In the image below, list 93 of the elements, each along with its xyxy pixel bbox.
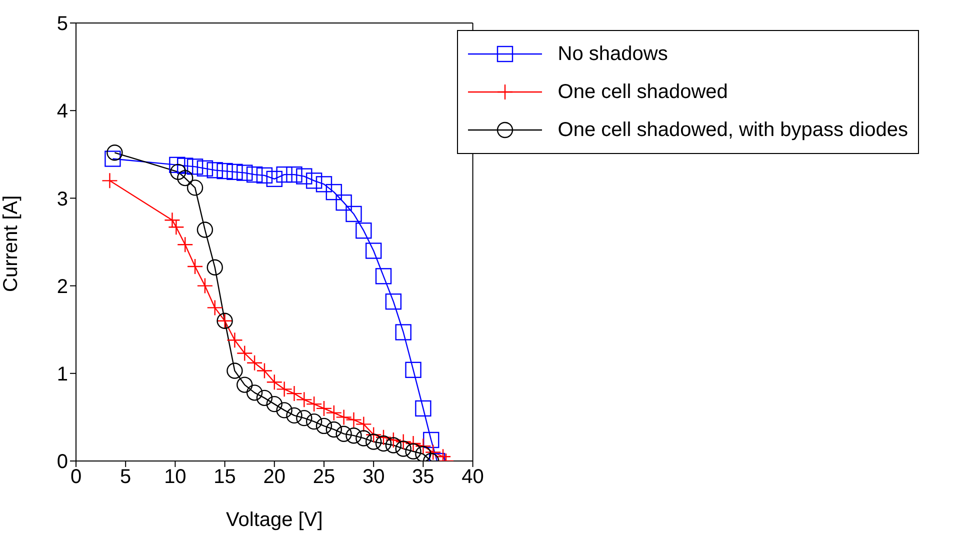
point [296, 168, 312, 184]
point [276, 402, 292, 418]
point [375, 268, 392, 284]
x-tick-label: 10 [164, 466, 186, 488]
point [169, 156, 186, 174]
point [405, 443, 422, 460]
legend-label: One cell shadowed [558, 80, 728, 104]
point [256, 167, 273, 184]
point [365, 434, 382, 450]
point [236, 345, 253, 362]
point [306, 172, 322, 189]
point [326, 184, 342, 200]
point [296, 410, 312, 426]
point [405, 362, 422, 378]
point [276, 166, 292, 183]
x-tick-label: 30 [362, 466, 385, 488]
point [405, 435, 422, 452]
point [246, 166, 263, 183]
point [164, 212, 180, 228]
legend-label: No shadows [558, 42, 668, 66]
x-tick-label: 35 [412, 466, 434, 488]
point [226, 362, 243, 379]
legend-label: One cell shadowed, with bypass diodes [558, 118, 908, 142]
point [395, 440, 412, 457]
y-tick-label: 3 [56, 188, 68, 210]
point [385, 437, 402, 454]
point [395, 434, 412, 450]
point [206, 162, 223, 178]
point [356, 416, 372, 432]
point [236, 376, 253, 393]
y-tick-label: 0 [56, 451, 68, 474]
point [375, 429, 392, 446]
x-tick-label: 40 [462, 466, 484, 488]
y-tick-label: 5 [56, 13, 68, 36]
point [316, 400, 332, 417]
point [196, 222, 214, 238]
point [196, 278, 214, 294]
point [246, 384, 263, 401]
point [346, 206, 362, 222]
point [236, 164, 253, 181]
point [385, 432, 402, 448]
point [306, 396, 322, 412]
point [356, 222, 372, 239]
y-tick-label: 2 [56, 276, 68, 298]
point [415, 446, 432, 461]
x-tick-label: 5 [120, 466, 132, 488]
point [186, 258, 204, 275]
point [266, 170, 282, 188]
point [415, 400, 432, 417]
point [177, 158, 194, 174]
point [196, 160, 214, 177]
point [206, 300, 223, 316]
point [226, 164, 243, 180]
point [216, 162, 233, 180]
point [177, 170, 194, 186]
point [365, 426, 382, 443]
point [266, 396, 282, 412]
x-tick-label: 15 [214, 466, 236, 488]
x-axis-title: Voltage [V] [226, 509, 323, 531]
point [423, 432, 440, 448]
x-tick-label: 20 [263, 466, 286, 488]
point [365, 242, 382, 259]
point [375, 435, 392, 452]
point [256, 390, 273, 406]
point [286, 166, 302, 183]
point [316, 176, 332, 192]
point [306, 413, 322, 430]
x-tick-label: 25 [312, 466, 336, 488]
point [286, 407, 302, 424]
point [326, 421, 342, 438]
y-tick-label: 4 [56, 100, 68, 123]
point [356, 430, 372, 446]
point [186, 180, 204, 196]
point [206, 259, 223, 276]
point [395, 324, 412, 340]
point [186, 158, 204, 175]
y-axis-title: Current [A] [0, 195, 22, 292]
point [170, 164, 186, 180]
point [336, 409, 352, 426]
point [336, 194, 352, 211]
point [346, 427, 362, 444]
point [316, 418, 332, 434]
point [385, 293, 402, 310]
y-tick-label: 1 [56, 364, 68, 386]
point [346, 412, 362, 428]
point [177, 236, 194, 253]
point [326, 404, 342, 421]
point [336, 426, 352, 442]
point [104, 150, 121, 167]
point [226, 332, 243, 348]
point [168, 219, 184, 236]
point [106, 144, 123, 161]
point [102, 172, 118, 189]
